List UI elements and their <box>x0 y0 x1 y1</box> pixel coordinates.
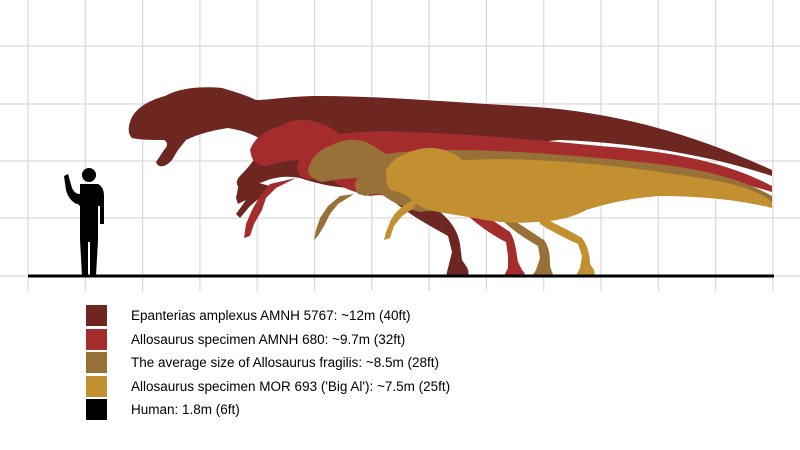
legend-swatch-big-al <box>86 375 107 397</box>
legend-label-fragilis: The average size of Allosaurus fragilis:… <box>131 355 440 370</box>
legend-swatch-amnh-680 <box>86 328 107 350</box>
size-comparison-figure <box>0 0 800 291</box>
legend-label-amnh-680: Allosaurus specimen AMNH 680: ~9.7m (32f… <box>131 331 406 347</box>
legend-swatch-human <box>86 399 107 420</box>
legend-swatch-fragilis <box>86 352 107 373</box>
human-silhouette <box>64 168 104 276</box>
legend-label-big-al: Allosaurus specimen MOR 693 ('Big Al'): … <box>131 378 451 394</box>
legend-label-epanterias: Epanterias amplexus AMNH 5767: ~12m (40f… <box>131 308 411 323</box>
big-al-silhouette <box>384 147 772 276</box>
legend-swatch-epanterias <box>86 305 107 326</box>
legend-label-human: Human: 1.8m (6ft) <box>131 402 240 417</box>
